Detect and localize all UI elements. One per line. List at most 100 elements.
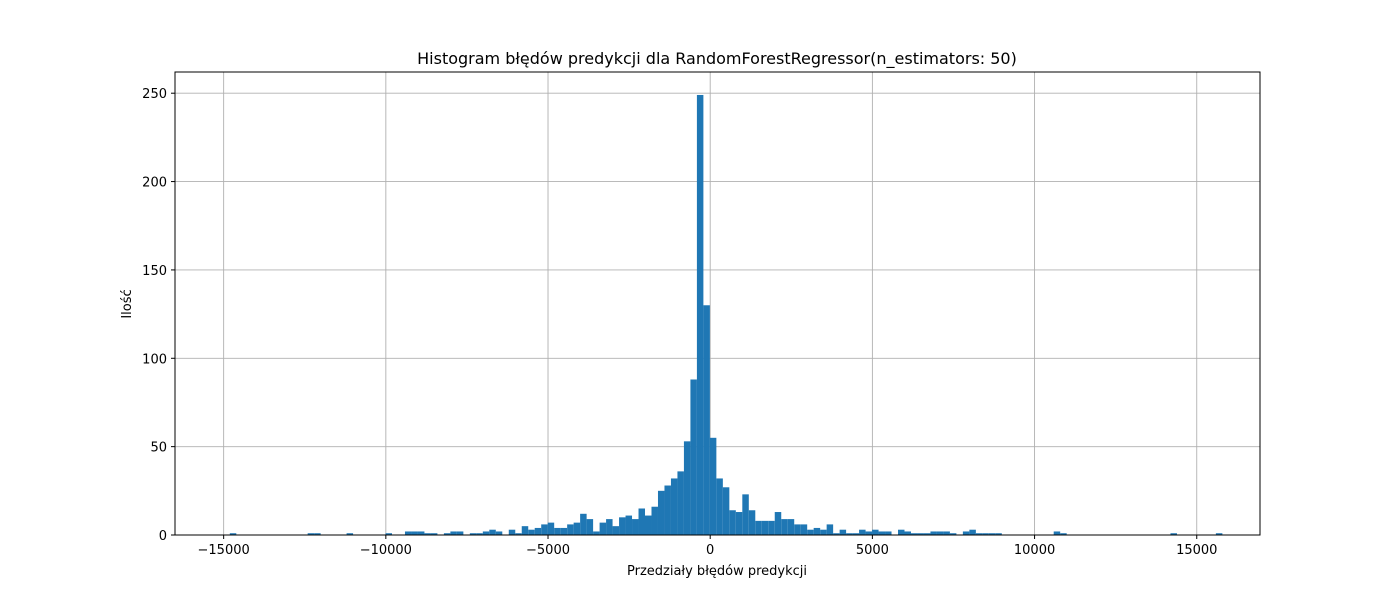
histogram-bar: [515, 533, 522, 535]
histogram-bar: [307, 533, 315, 535]
histogram-bar: [443, 533, 451, 535]
histogram-bar: [528, 529, 535, 535]
histogram-bar: [606, 519, 613, 535]
histogram-bar: [949, 533, 957, 535]
histogram-bar: [670, 478, 678, 535]
histogram-bar: [573, 522, 581, 535]
histogram-bar: [469, 533, 477, 535]
y-axis-label: Ilość: [120, 289, 135, 318]
histogram-bar: [975, 533, 983, 535]
histogram-bar: [411, 531, 418, 535]
histogram-bar: [839, 529, 847, 535]
histogram-bar: [229, 533, 237, 535]
histogram-bar: [508, 529, 516, 535]
x-tick-label: −10000: [360, 543, 412, 558]
histogram-bar: [813, 527, 821, 535]
histogram-bar: [599, 522, 607, 535]
histogram-bar: [593, 531, 600, 535]
histogram-bar: [625, 515, 633, 535]
y-tick-label: 250: [142, 87, 167, 102]
histogram-bar: [424, 533, 431, 535]
histogram-bar: [787, 519, 795, 535]
histogram-bar: [385, 533, 392, 535]
histogram-bar: [936, 531, 944, 535]
histogram-bar: [690, 379, 697, 535]
histogram-bar: [995, 533, 1002, 535]
axis-ticks: −15000 −10000 −5000 0 5000 10000 15000 0 50 100 15…: [142, 87, 1217, 558]
histogram-bar: [910, 533, 918, 535]
histogram-bar: [651, 506, 658, 535]
y-tick-label: 100: [142, 352, 167, 367]
histogram-bar: [878, 531, 886, 535]
histogram-bar: [677, 471, 684, 535]
histogram-bar: [943, 531, 950, 535]
histogram-bar: [755, 520, 762, 535]
histogram-bar: [761, 520, 769, 535]
histogram-bar: [988, 533, 996, 535]
histogram-bar: [800, 524, 808, 535]
histogram-bar: [768, 520, 775, 535]
histogram-bar: [489, 529, 496, 535]
y-tick-label: 150: [142, 264, 167, 279]
histogram-bar: [917, 533, 924, 535]
x-axis-label: Przedziały błędów predykcji: [627, 564, 807, 579]
histogram-bar: [716, 478, 723, 535]
histogram-bar: [826, 524, 834, 535]
histogram-bar: [930, 531, 937, 535]
histogram-bar: [852, 533, 860, 535]
histogram-bar: [1053, 531, 1061, 535]
histogram-bar: [645, 515, 652, 535]
histogram-bar: [898, 529, 905, 535]
histogram-bar: [722, 487, 730, 535]
y-tick-label: 0: [159, 529, 167, 544]
histogram-bar: [729, 510, 736, 535]
histogram-bar: [923, 533, 931, 535]
histogram-bar: [865, 531, 873, 535]
histogram-bar: [450, 531, 457, 535]
histogram-bar: [781, 519, 788, 535]
histogram-bar: [534, 527, 542, 535]
histogram-bar: [748, 510, 756, 535]
histogram-bar: [904, 531, 911, 535]
histogram-bar: [417, 531, 425, 535]
histogram-bar: [586, 519, 594, 535]
x-tick-label: −15000: [198, 543, 250, 558]
histogram-bar: [580, 513, 587, 535]
histogram-bar: [703, 305, 710, 535]
histogram-bar: [962, 531, 970, 535]
histogram-bar: [495, 531, 503, 535]
histogram-bar: [541, 524, 548, 535]
histogram-bar: [482, 531, 490, 535]
histogram-bar: [404, 531, 412, 535]
histogram-bar: [846, 533, 853, 535]
histogram-bar: [314, 533, 321, 535]
histogram-bar: [807, 529, 814, 535]
x-tick-label: 15000: [1176, 543, 1217, 558]
histogram-bar: [709, 437, 717, 535]
x-tick-label: 10000: [1014, 543, 1055, 558]
histogram-bar: [664, 485, 671, 535]
y-tick-label: 200: [142, 176, 167, 191]
histogram-bar: [632, 519, 639, 535]
histogram-bar: [969, 529, 976, 535]
x-tick-label: 5000: [856, 543, 889, 558]
histogram-bar: [774, 512, 782, 535]
histogram-bar: [982, 533, 989, 535]
x-tick-label: 0: [706, 543, 714, 558]
histogram-bar: [683, 441, 691, 535]
histogram-bar: [619, 517, 626, 535]
histogram-bars: [229, 94, 1223, 536]
histogram-bar: [1060, 533, 1067, 535]
histogram-bar: [696, 94, 704, 536]
histogram-bar: [521, 526, 529, 535]
histogram-bar: [794, 524, 801, 535]
histogram-bar: [560, 527, 568, 535]
histogram-bar: [859, 529, 866, 535]
histogram-bar: [567, 524, 574, 535]
histogram-bar: [833, 533, 840, 535]
histogram-bar: [742, 494, 749, 535]
chart-title: Histogram błędów predykcji dla RandomFor…: [417, 49, 1017, 69]
histogram-bar: [820, 529, 827, 535]
histogram-bar: [872, 529, 879, 535]
histogram-bar: [456, 531, 464, 535]
